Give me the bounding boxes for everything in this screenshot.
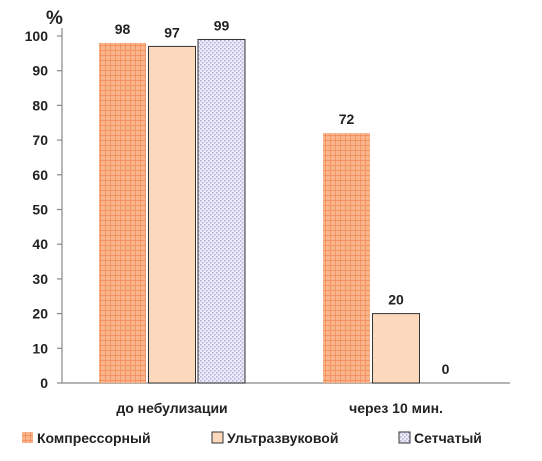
legend-label: Компрессорный <box>37 430 151 446</box>
legend-swatch <box>22 432 33 443</box>
legend: Компрессорный Ультразвуковой Сетчатый <box>22 430 482 446</box>
y-tick-label: 40 <box>32 236 48 252</box>
legend-swatch <box>398 431 411 444</box>
legend-label: Ультразвуковой <box>227 430 338 446</box>
data-label: 0 <box>442 361 450 377</box>
y-tick-label: 70 <box>32 132 48 148</box>
y-tick-label: 100 <box>25 28 49 44</box>
bar-2-1 <box>148 45 196 384</box>
bars <box>99 38 420 384</box>
bar-3-1 <box>197 38 246 384</box>
category-labels: до небулизации через 10 мин. <box>116 400 443 416</box>
data-label: 97 <box>164 24 180 40</box>
data-label: 20 <box>388 292 404 308</box>
y-tick-label: 50 <box>32 202 48 218</box>
data-label: 99 <box>214 17 230 33</box>
y-tick-label: 30 <box>32 271 48 287</box>
y-tick-label: 20 <box>32 306 48 322</box>
data-label: 72 <box>339 111 355 127</box>
y-ticks: 0 10 20 30 40 50 60 70 80 90 100 <box>25 28 62 391</box>
category-label: до небулизации <box>116 400 227 416</box>
category-label: через 10 мин. <box>349 400 443 416</box>
data-labels: 98 97 99 72 20 0 <box>115 17 450 377</box>
y-tick-label: 10 <box>32 340 48 356</box>
bar-1-1 <box>99 42 146 383</box>
legend-swatch <box>211 431 224 444</box>
bar-1-2 <box>323 133 370 383</box>
y-tick-label: 90 <box>32 63 48 79</box>
data-label: 98 <box>115 21 131 37</box>
y-tick-label: 80 <box>32 97 48 113</box>
y-tick-label: 60 <box>32 167 48 183</box>
y-unit-label: % <box>46 8 63 29</box>
legend-label: Сетчатый <box>414 430 482 446</box>
y-tick-label: 0 <box>40 375 48 391</box>
bar-2-2 <box>372 313 420 384</box>
